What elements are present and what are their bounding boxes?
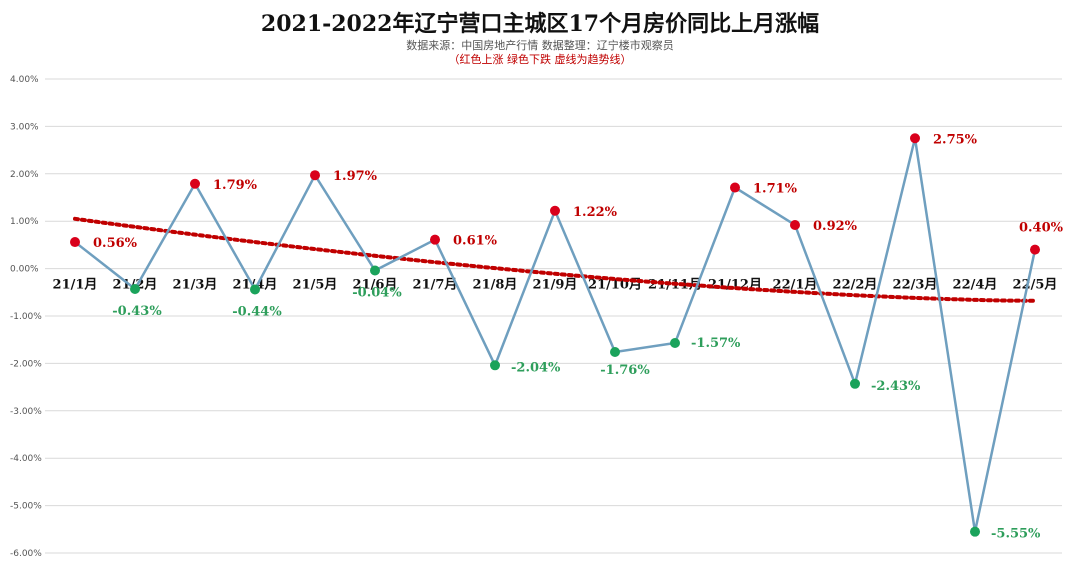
x-tick-label: 21/6月: [353, 278, 398, 293]
trend-line: [73, 216, 1037, 303]
y-tick-label: -6.00%: [10, 549, 42, 559]
x-tick-label: 22/1月: [773, 278, 818, 293]
grid-lines: [45, 78, 1062, 554]
data-point: [550, 205, 560, 216]
data-point: [430, 234, 440, 245]
data-label: 0.40%: [1019, 221, 1064, 236]
chart-subtitle: 数据来源：中国房地产行情 数据整理：辽宁楼市观察员: [406, 39, 674, 52]
data-label: -1.57%: [691, 336, 741, 351]
data-label: 1.79%: [213, 178, 258, 193]
data-point: [970, 526, 980, 537]
data-point: [70, 237, 80, 248]
y-tick-label: 3.00%: [10, 122, 39, 132]
y-tick-label: -3.00%: [10, 407, 42, 417]
y-tick-label: -2.00%: [10, 359, 42, 369]
x-tick-label: 21/7月: [413, 278, 458, 293]
y-tick-label: -1.00%: [10, 312, 42, 322]
chart-note: （红色上涨 绿色下跌 虚线为趋势线）: [448, 53, 632, 66]
data-label: 0.56%: [93, 236, 138, 251]
x-tick-label: 21/9月: [533, 278, 578, 293]
data-point: [490, 360, 500, 371]
x-tick-label: 21/5月: [293, 278, 338, 293]
data-point: [130, 283, 140, 294]
x-tick-label: 22/4月: [953, 278, 998, 293]
data-point: [730, 182, 740, 193]
x-tick-label: 22/2月: [833, 278, 878, 293]
data-labels: 0.56% -0.43% 1.79% -0.44% 1.97% -0.04% 0.61% -2…: [93, 132, 1064, 541]
data-point: [1030, 244, 1040, 255]
x-tick-label: 21/3月: [173, 278, 218, 293]
x-tick-label: 21/1月: [53, 278, 98, 293]
y-axis-ticks: 4.00% 3.00% 2.00% 1.00% 0.00% -1.00% -2.00% -3.…: [10, 75, 42, 559]
series-line: [74, 137, 1037, 532]
data-label: 0.92%: [813, 219, 858, 234]
data-point: [310, 170, 320, 181]
data-label: 1.71%: [753, 182, 798, 197]
y-tick-label: 2.00%: [10, 170, 39, 180]
y-tick-label: 0.00%: [10, 265, 39, 275]
data-point: [790, 219, 800, 230]
data-point: [610, 347, 620, 358]
y-tick-label: 1.00%: [10, 217, 39, 227]
data-points: [70, 133, 1040, 537]
data-point: [670, 338, 680, 349]
x-tick-label: 21/8月: [473, 278, 518, 293]
x-tick-label: 22/3月: [893, 278, 938, 293]
data-label: -2.43%: [871, 379, 921, 394]
y-tick-label: 4.00%: [10, 75, 39, 85]
data-label: 1.97%: [333, 169, 378, 184]
data-label: -0.43%: [112, 304, 162, 319]
data-point: [850, 378, 860, 389]
data-point: [250, 284, 260, 295]
data-point: [910, 133, 920, 144]
data-label: -1.76%: [600, 363, 650, 378]
x-tick-label: 22/5月: [1013, 278, 1058, 293]
y-tick-label: -5.00%: [10, 502, 42, 512]
data-point: [370, 265, 380, 276]
data-label: -0.04%: [352, 285, 402, 300]
data-label: 2.75%: [933, 132, 978, 147]
chart-title: 2021-2022年辽宁营口主城区17个月房价同比上月涨幅: [260, 11, 820, 37]
data-label: -5.55%: [991, 527, 1041, 542]
data-label: -2.04%: [511, 360, 561, 375]
x-axis-ticks: 21/1月21/2月21/3月21/4月21/5月21/6月21/7月21/8月…: [53, 278, 1058, 293]
data-point: [190, 178, 200, 189]
data-label: 0.61%: [453, 234, 498, 249]
y-tick-label: -4.00%: [10, 454, 42, 464]
data-label: -0.44%: [232, 304, 282, 319]
data-label: 1.22%: [573, 205, 618, 220]
